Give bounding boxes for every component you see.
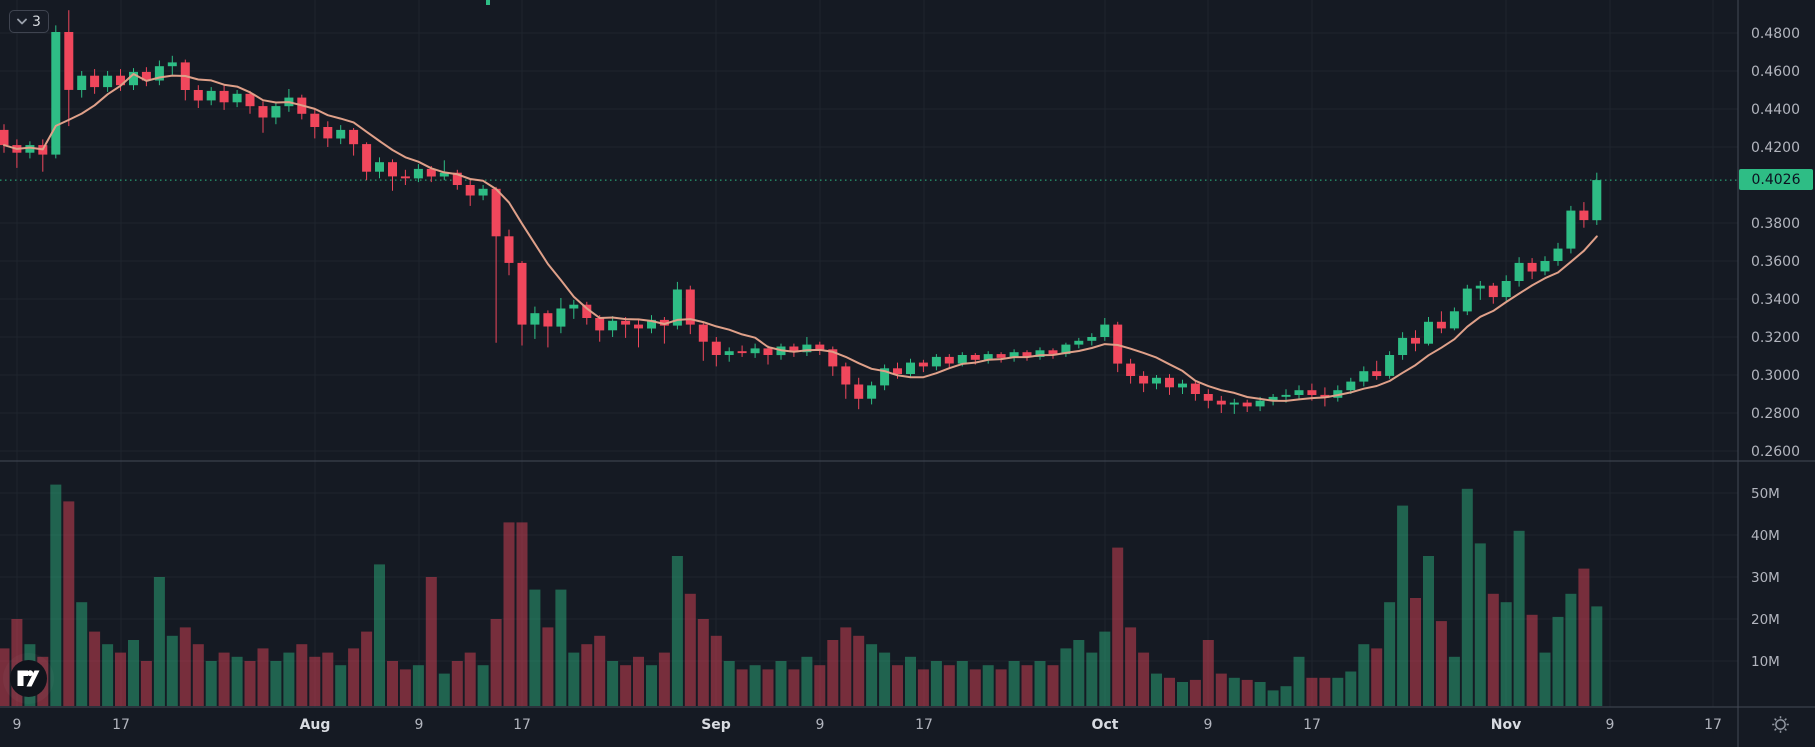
svg-text:Sep: Sep bbox=[701, 717, 731, 733]
svg-text:17: 17 bbox=[513, 717, 531, 733]
svg-text:0.3400: 0.3400 bbox=[1751, 292, 1800, 308]
svg-text:9: 9 bbox=[1204, 717, 1213, 733]
current-price-value: 0.4026 bbox=[1751, 171, 1801, 188]
top-edge-artifact bbox=[486, 0, 490, 5]
svg-text:0.4400: 0.4400 bbox=[1751, 102, 1800, 118]
svg-text:Nov: Nov bbox=[1491, 717, 1521, 733]
svg-text:17: 17 bbox=[1704, 717, 1722, 733]
chevron-down-icon bbox=[17, 18, 27, 25]
svg-text:40M: 40M bbox=[1751, 528, 1780, 544]
settings-gear-icon[interactable] bbox=[1768, 712, 1792, 736]
timeframe-button[interactable]: 3 bbox=[9, 10, 49, 33]
svg-text:9: 9 bbox=[415, 717, 424, 733]
svg-text:0.3600: 0.3600 bbox=[1751, 254, 1800, 270]
svg-text:9: 9 bbox=[816, 717, 825, 733]
price-axis[interactable]: 0.4800 0.4600 0.4400 0.4200 0.3800 0.3600 0.34… bbox=[1751, 26, 1800, 460]
svg-text:10M: 10M bbox=[1751, 654, 1780, 670]
svg-text:0.3000: 0.3000 bbox=[1751, 368, 1800, 384]
time-axis[interactable]: 9 17 Aug 9 17 Sep 9 17 Oct 9 17 Nov 9 17 bbox=[13, 717, 1722, 733]
svg-text:Oct: Oct bbox=[1092, 717, 1119, 733]
tradingview-logo[interactable] bbox=[10, 660, 47, 697]
volume-axis[interactable]: 50M 40M 30M 20M 10M bbox=[1751, 486, 1780, 670]
current-price-badge: 0.4026 bbox=[1739, 169, 1813, 190]
svg-text:Aug: Aug bbox=[300, 717, 331, 733]
svg-text:0.3800: 0.3800 bbox=[1751, 216, 1800, 232]
svg-text:9: 9 bbox=[1606, 717, 1615, 733]
svg-text:0.2800: 0.2800 bbox=[1751, 406, 1800, 422]
svg-text:0.2600: 0.2600 bbox=[1751, 444, 1800, 460]
svg-text:17: 17 bbox=[1303, 717, 1321, 733]
svg-text:17: 17 bbox=[915, 717, 933, 733]
svg-text:0.4800: 0.4800 bbox=[1751, 26, 1800, 42]
svg-text:0.3200: 0.3200 bbox=[1751, 330, 1800, 346]
svg-text:0.4200: 0.4200 bbox=[1751, 140, 1800, 156]
svg-text:20M: 20M bbox=[1751, 612, 1780, 628]
svg-text:30M: 30M bbox=[1751, 570, 1780, 586]
tradingview-logo-glyph bbox=[17, 670, 40, 687]
svg-text:9: 9 bbox=[13, 717, 22, 733]
svg-text:50M: 50M bbox=[1751, 486, 1780, 502]
timeframe-label: 3 bbox=[32, 13, 41, 30]
svg-text:0.4600: 0.4600 bbox=[1751, 64, 1800, 80]
svg-text:17: 17 bbox=[112, 717, 130, 733]
